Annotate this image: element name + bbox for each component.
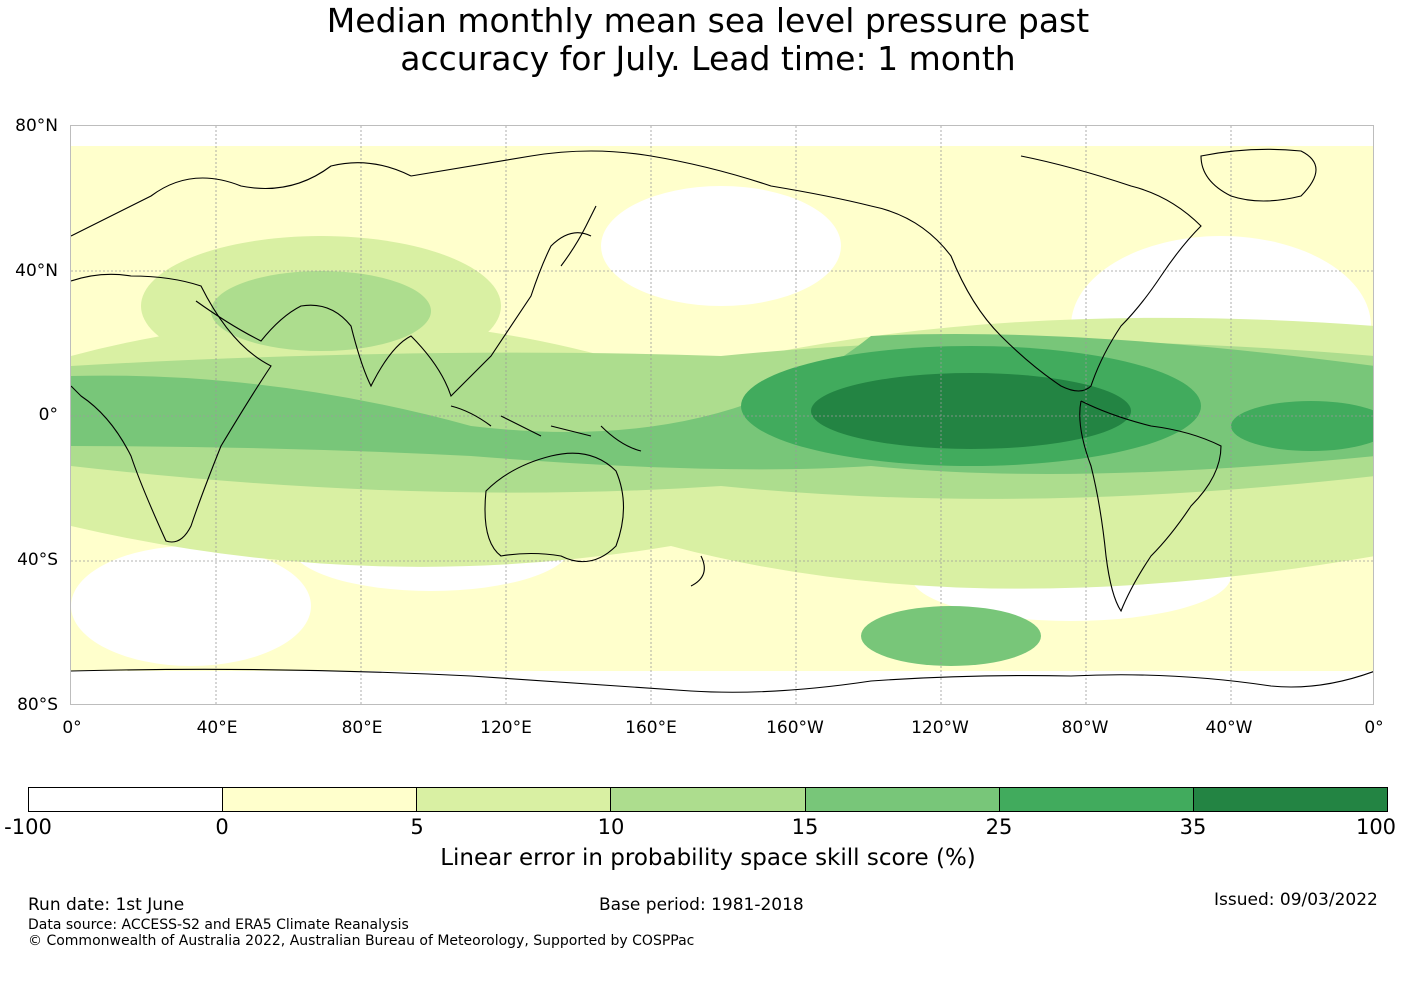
colorbar-tick: 10 <box>597 815 625 839</box>
colorbar-swatch <box>1193 788 1387 811</box>
lon-label-120e: 120°E <box>480 718 532 738</box>
colorbar-tick: 5 <box>410 815 424 839</box>
colorbar-tick: 15 <box>791 815 819 839</box>
skill-band-35-100 <box>811 373 1131 449</box>
colorbar-tick: -100 <box>4 815 52 839</box>
copyright: © Commonwealth of Australia 2022, Austra… <box>28 933 695 949</box>
lat-label-80n: 80°N <box>15 116 58 136</box>
colorbar-tick: 35 <box>1179 815 1207 839</box>
colorbar-swatch <box>999 788 1194 811</box>
skill-band-15-25 <box>861 606 1041 666</box>
lon-label-160e: 160°E <box>625 718 677 738</box>
skill-band-25-35 <box>1231 401 1373 451</box>
lon-label-120w: 120°W <box>911 718 969 738</box>
colorbar-tick: 25 <box>985 815 1013 839</box>
lat-label-equator: 0° <box>38 405 58 425</box>
colorbar-swatch <box>417 788 612 811</box>
coastlines <box>71 148 1373 693</box>
lat-label-80s: 80°S <box>17 695 58 715</box>
run-date: Run date: 1st June <box>28 895 185 915</box>
colorbar-swatch <box>29 788 224 811</box>
lon-label-80e: 80°E <box>341 718 383 738</box>
colorbar-label: Linear error in probability space skill … <box>440 845 976 871</box>
colorbar-tick: 100 <box>1355 815 1397 839</box>
skill-field <box>71 146 1373 704</box>
lon-label-160w: 160°W <box>766 718 824 738</box>
data-source: Data source: ACCESS-S2 and ERA5 Climate … <box>28 917 409 933</box>
skill-band-10-15 <box>211 271 431 351</box>
lat-label-40s: 40°S <box>17 550 58 570</box>
antarctic-white <box>71 671 1373 704</box>
lon-label-40w: 40°W <box>1205 718 1253 738</box>
low-skill-patch <box>71 546 311 666</box>
colorbar-swatch <box>223 788 418 811</box>
map-title-line-1: Median monthly mean sea level pressure p… <box>326 1 1090 40</box>
low-skill-patch <box>601 186 841 306</box>
issued-date: Issued: 09/03/2022 <box>1214 890 1378 910</box>
lon-label-0-east: 0° <box>1364 718 1384 738</box>
lon-label-0: 0° <box>62 718 82 738</box>
map-title-line-2: accuracy for July. Lead time: 1 month <box>400 39 1016 78</box>
lon-label-40e: 40°E <box>196 718 238 738</box>
colorbar <box>28 787 1388 812</box>
graticule <box>71 126 1373 704</box>
base-period: Base period: 1981-2018 <box>599 895 804 915</box>
lat-label-40n: 40°N <box>15 261 58 281</box>
skill-score-map <box>70 125 1374 705</box>
colorbar-swatch <box>805 788 1000 811</box>
lon-label-80w: 80°W <box>1061 718 1109 738</box>
colorbar-swatch <box>611 788 806 811</box>
colorbar-tick: 0 <box>215 815 229 839</box>
